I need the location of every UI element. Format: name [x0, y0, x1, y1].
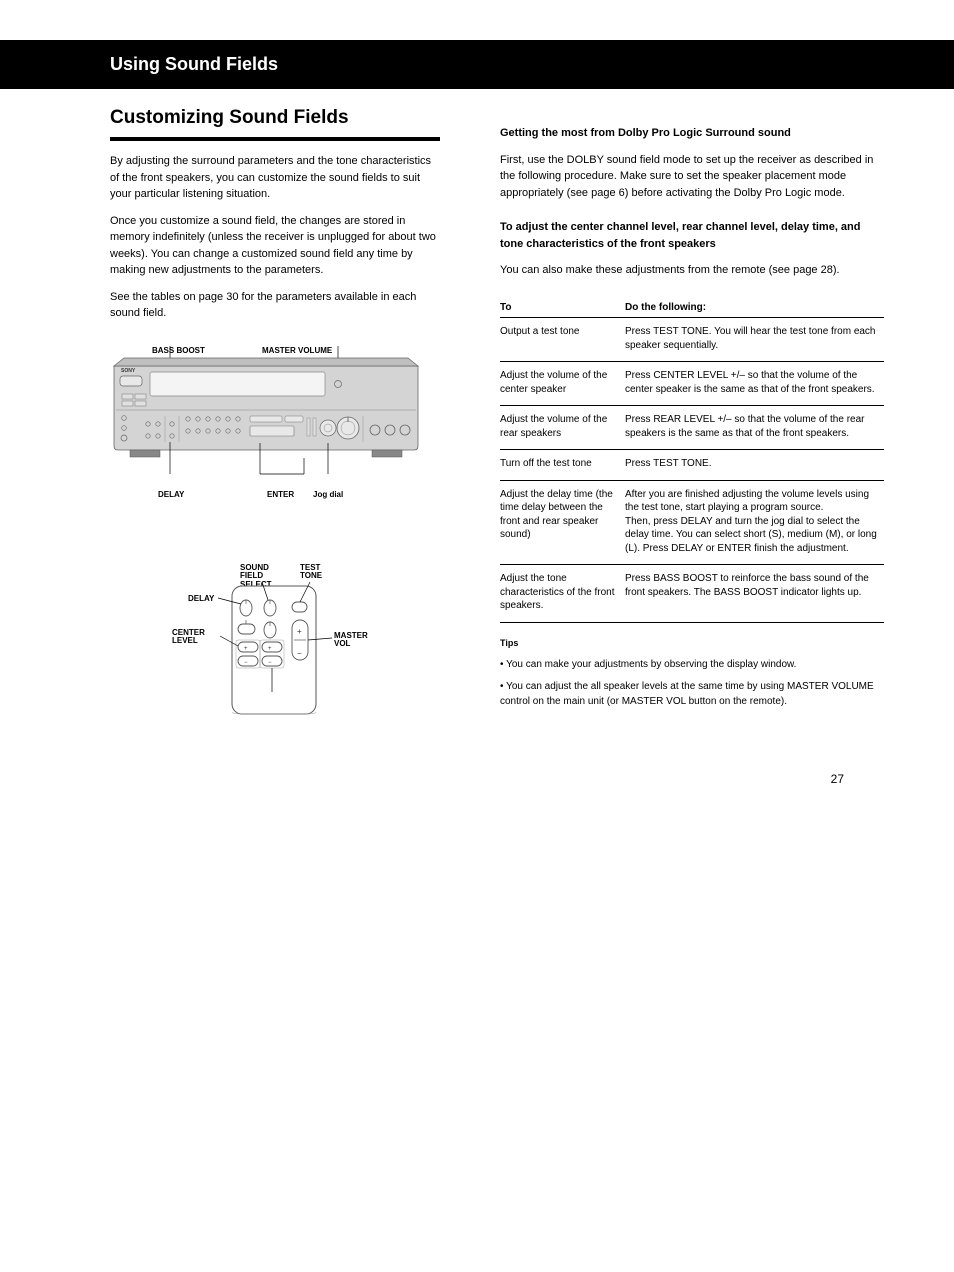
left-column: Customizing Sound Fields By adjusting th…	[110, 89, 440, 744]
table-cell-action: Press TEST TONE. You will hear the test …	[625, 325, 884, 352]
table-cell-label: Adjust the tone characteristics of the f…	[500, 572, 625, 613]
table-cell-label: Adjust the delay time (the time delay be…	[500, 488, 625, 556]
intro-para-2: Once you customize a sound field, the ch…	[110, 213, 440, 279]
svg-text:−: −	[297, 649, 302, 658]
callout-enter: ENTER	[267, 490, 294, 499]
callout-bass-boost: BASS BOOST	[152, 346, 205, 355]
receiver-diagram: BASS BOOST MASTER VOLUME SONY	[110, 346, 440, 516]
table-cell-action: Press BASS BOOST to reinforce the bass s…	[625, 572, 884, 613]
intro-para-1: By adjusting the surround parameters and…	[110, 153, 440, 203]
adjust-title: To adjust the center channel level, rear…	[500, 219, 884, 252]
page-number: 27	[0, 772, 954, 806]
table-header-to: To	[500, 301, 625, 315]
tips-block: Tips • You can make your adjustments by …	[500, 637, 884, 710]
remote-diagram: DELAY SOUND FIELD SELECT TEST TONE CENTE…	[110, 564, 440, 744]
table-row: Adjust the tone characteristics of the f…	[500, 565, 884, 623]
svg-text:+: +	[297, 627, 302, 636]
svg-text:−: −	[244, 660, 248, 666]
table-row: Adjust the volume of the rear speakersPr…	[500, 406, 884, 450]
receiver-illustration: SONY	[110, 346, 422, 476]
table-cell-label: Output a test tone	[500, 325, 625, 352]
table-cell-action: Press TEST TONE.	[625, 457, 884, 471]
content-area: Customizing Sound Fields By adjusting th…	[0, 89, 954, 744]
svg-text:+: +	[244, 646, 248, 652]
callout-delay: DELAY	[158, 490, 184, 499]
svg-text:SONY: SONY	[121, 368, 136, 374]
table-row: Adjust the volume of the center speakerP…	[500, 362, 884, 406]
callout-master-volume: MASTER VOLUME	[262, 346, 332, 355]
right-heading: Getting the most from Dolby Pro Logic Su…	[500, 125, 884, 142]
table-cell-label: Adjust the volume of the rear speakers	[500, 413, 625, 440]
tip-1: • You can make your adjustments by obser…	[500, 657, 884, 672]
svg-text:−: −	[268, 660, 272, 666]
intro-para-3: See the tables on page 30 for the parame…	[110, 289, 440, 322]
svg-text:+: +	[268, 646, 272, 652]
table-cell-label: Adjust the volume of the center speaker	[500, 369, 625, 396]
right-column: Getting the most from Dolby Pro Logic Su…	[500, 89, 884, 744]
table-header-action: Do the following:	[625, 301, 884, 315]
tips-label: Tips	[500, 637, 884, 651]
table-cell-action: Press REAR LEVEL +/– so that the volume …	[625, 413, 884, 440]
callout-jog-dial: Jog dial	[313, 490, 343, 499]
banner-title: Using Sound Fields	[110, 54, 278, 74]
table-row: Output a test tonePress TEST TONE. You w…	[500, 318, 884, 362]
right-para-1: First, use the DOLBY sound field mode to…	[500, 152, 884, 202]
steps-table-body: Output a test tonePress TEST TONE. You w…	[500, 318, 884, 623]
section-title: Customizing Sound Fields	[110, 107, 440, 141]
table-row: Turn off the test tonePress TEST TONE.	[500, 450, 884, 481]
remote-illustration: + − + + − −	[110, 564, 440, 724]
tip-2: • You can adjust the all speaker levels …	[500, 679, 884, 709]
table-cell-action: Press CENTER LEVEL +/– so that the volum…	[625, 369, 884, 396]
remote-note: You can also make these adjustments from…	[500, 262, 884, 279]
steps-table-header: To Do the following:	[500, 301, 884, 319]
table-cell-action: After you are finished adjusting the vol…	[625, 488, 884, 556]
table-cell-label: Turn off the test tone	[500, 457, 625, 471]
chapter-banner: Using Sound Fields	[0, 40, 954, 89]
table-row: Adjust the delay time (the time delay be…	[500, 481, 884, 566]
